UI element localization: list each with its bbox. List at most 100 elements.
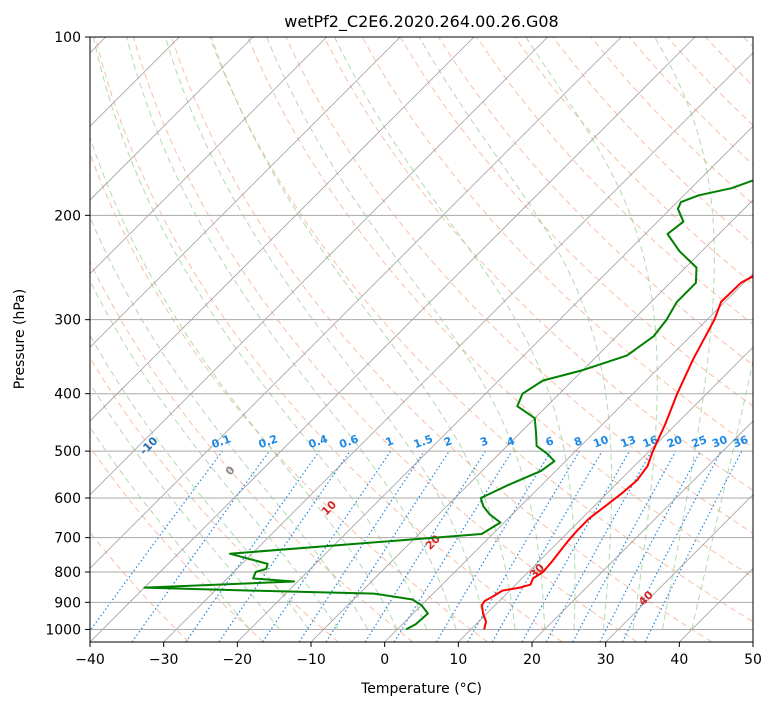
mixing-ratio-label: 2 xyxy=(442,434,454,449)
y-tick-label: 500 xyxy=(54,444,81,460)
x-tick-label: 20 xyxy=(523,652,541,668)
x-tick-label: 40 xyxy=(670,652,688,668)
isotherm-line xyxy=(163,52,753,642)
mixing-ratio-label: 0.1 xyxy=(210,432,233,451)
x-tick-label: −20 xyxy=(223,652,253,668)
dry-adiabat-line xyxy=(285,37,753,535)
mixing-ratio-line xyxy=(218,450,351,642)
isotherm-line xyxy=(90,37,622,569)
dry-adiabat-line xyxy=(247,37,753,578)
mixing-ratio-label: 8 xyxy=(572,434,584,449)
isotherm-line xyxy=(237,125,753,642)
mixing-ratio-label: 0.2 xyxy=(257,432,280,451)
moist-adiabat-line xyxy=(90,215,369,630)
chart-title: wetPf2_C2E6.2020.264.00.26.G08 xyxy=(284,12,558,32)
mixing-ratio-label: 3 xyxy=(478,434,490,449)
x-tick-label: −40 xyxy=(75,652,105,668)
y-tick-label: 800 xyxy=(54,565,81,581)
mixing-ratio-label: 10 xyxy=(591,433,610,451)
isotherm-line xyxy=(531,420,753,642)
isotherm-line xyxy=(90,37,327,275)
y-tick-label: 300 xyxy=(54,313,81,329)
dry-adiabat-label: -10 xyxy=(137,434,160,457)
mixing-ratio-line xyxy=(545,450,653,642)
dry-adiabat-label: 10 xyxy=(319,498,339,518)
isotherm-line xyxy=(90,37,548,496)
y-tick-label: 100 xyxy=(54,30,81,46)
plot-area: -100-90-80-70-60-50-40-30-20-10010203040… xyxy=(90,37,753,642)
y-tick-label: 900 xyxy=(54,595,81,611)
isotherm-line xyxy=(90,37,475,422)
mixing-ratio-label: 0.4 xyxy=(307,432,330,451)
mixing-ratio-line xyxy=(262,450,392,642)
dry-adiabat-line xyxy=(90,260,414,642)
y-tick-label: 400 xyxy=(54,387,81,403)
mixing-ratio-line xyxy=(185,450,320,642)
isotherm-line xyxy=(458,346,753,642)
dry-adiabat-line xyxy=(743,37,753,48)
mixing-ratio-line xyxy=(90,450,223,632)
y-tick-label: 200 xyxy=(54,208,81,224)
moist-adiabat-line xyxy=(126,37,457,630)
isotherm-line xyxy=(752,641,753,642)
dry-adiabat-line xyxy=(704,37,753,87)
isotherm-line xyxy=(310,199,753,642)
dry-adiabat-line xyxy=(171,37,712,642)
mixing-ratio-label: 0.6 xyxy=(338,432,361,451)
mixing-ratio-label: 1 xyxy=(384,434,396,449)
dry-adiabat-line xyxy=(437,37,753,366)
isotherm-line xyxy=(605,494,753,642)
dry-adiabat-line xyxy=(90,531,190,642)
mixing-ratio-line xyxy=(644,450,743,642)
moist-adiabat-line xyxy=(90,135,398,630)
moist-adiabat-line xyxy=(334,37,576,630)
x-tick-label: −10 xyxy=(296,652,326,668)
y-tick-label: 600 xyxy=(54,491,81,507)
mixing-ratio-label: 4 xyxy=(505,434,517,449)
isotherm-line xyxy=(90,37,696,642)
mixing-ratio-label: 1.5 xyxy=(412,432,435,451)
dry-adiabat-line xyxy=(209,37,753,623)
dry-adiabat-line xyxy=(94,37,563,642)
y-tick-label: 1000 xyxy=(45,622,81,638)
dry-adiabat-label: 40 xyxy=(636,588,656,608)
moist-adiabat-line xyxy=(418,37,613,630)
isotherm-line xyxy=(90,37,254,201)
moist-adiabat-line xyxy=(90,279,339,630)
isotherm-line xyxy=(679,567,753,642)
dry-adiabat-line xyxy=(590,37,753,205)
x-tick-label: 50 xyxy=(744,652,762,668)
mixing-ratio-line xyxy=(599,450,702,642)
moist-adiabat-line xyxy=(691,358,753,630)
dry-adiabat-line xyxy=(476,37,753,325)
moist-adiabat-line xyxy=(525,37,658,630)
mixing-ratio-label: 20 xyxy=(665,433,684,451)
dry-adiabat-line xyxy=(514,37,753,285)
moist-adiabat-line xyxy=(90,382,280,630)
mixing-ratio-line xyxy=(393,450,513,642)
moist-adiabat-line xyxy=(654,37,715,630)
x-axis-title: Temperature (°C) xyxy=(360,681,482,697)
mixing-ratio-line xyxy=(325,450,450,642)
moist-adiabat-line xyxy=(210,37,516,630)
mixing-ratio-line xyxy=(521,450,631,642)
mixing-ratio-label: 25 xyxy=(690,433,709,450)
mixing-ratio-line xyxy=(298,450,425,642)
x-tick-label: −30 xyxy=(149,652,179,668)
dry-adiabat-line xyxy=(90,356,339,642)
moist-adiabat-line xyxy=(164,37,487,630)
mixing-ratio-label: 30 xyxy=(710,433,729,451)
x-tick-label: 30 xyxy=(597,652,615,668)
axis-ticks: −40 −30 −20 −10 0 10 20 30 40 50 1000 900 800 700 600 5… xyxy=(45,30,762,668)
dewpoint-profile-line xyxy=(143,179,753,631)
dry-adiabat-line xyxy=(666,37,753,126)
isotherm-line xyxy=(384,273,753,642)
mixing-ratio-line xyxy=(435,450,552,642)
y-tick-label: 700 xyxy=(54,531,81,547)
mixing-ratio-label: 6 xyxy=(544,434,556,449)
x-tick-label: 10 xyxy=(449,652,467,668)
mixing-ratio-label: 36 xyxy=(731,433,750,451)
dry-adiabat-line xyxy=(323,37,753,491)
moist-adiabat-line xyxy=(266,37,546,630)
temperature-profile-line xyxy=(480,275,753,630)
